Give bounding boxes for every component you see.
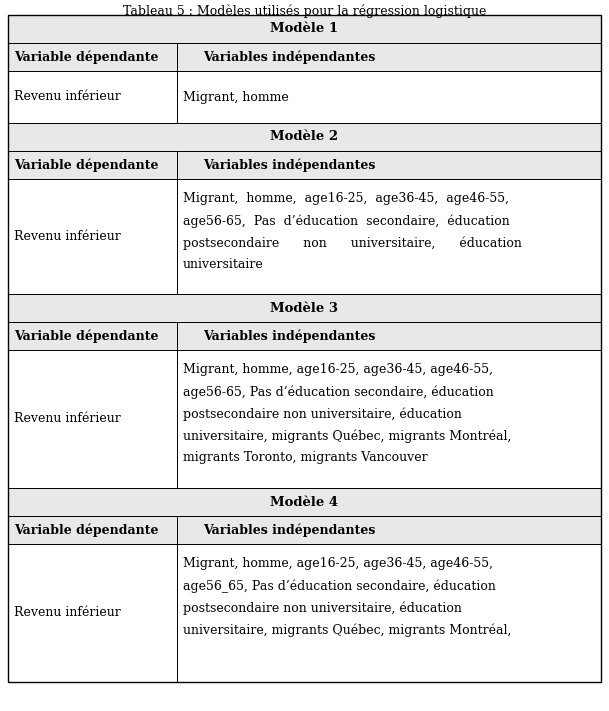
Text: age56-65,  Pas  d’éducation  secondaire,  éducation: age56-65, Pas d’éducation secondaire, éd…	[183, 214, 510, 228]
Bar	[8, 488, 601, 516]
Text: Modèle 3: Modèle 3	[270, 301, 339, 314]
Text: universitaire: universitaire	[183, 258, 264, 272]
Bar	[8, 151, 177, 179]
Text: universitaire, migrants Québec, migrants Montréal,: universitaire, migrants Québec, migrants…	[183, 624, 512, 637]
Bar	[8, 179, 177, 294]
Text: Variables indépendantes: Variables indépendantes	[203, 50, 376, 64]
Bar	[8, 322, 177, 350]
Text: postsecondaire      non      universitaire,      éducation: postsecondaire non universitaire, éducat…	[183, 236, 522, 250]
Bar	[177, 179, 601, 294]
Bar	[177, 43, 601, 71]
Bar	[8, 516, 177, 544]
Bar	[8, 123, 601, 151]
Text: Variables indépendantes: Variables indépendantes	[203, 159, 376, 172]
Text: Modèle 2: Modèle 2	[270, 131, 339, 144]
Bar	[177, 151, 601, 179]
Text: Variable dépendante: Variable dépendante	[14, 329, 158, 343]
Text: Revenu inférieur: Revenu inférieur	[14, 412, 121, 425]
Text: Modèle 4: Modèle 4	[270, 496, 339, 508]
Bar	[8, 71, 177, 123]
Bar	[177, 516, 601, 544]
Bar	[177, 544, 601, 682]
Text: Migrant, homme: Migrant, homme	[183, 90, 289, 104]
Text: Tableau 5 : Modèles utilisés pour la régression logistique: Tableau 5 : Modèles utilisés pour la rég…	[123, 5, 486, 18]
Text: Variables indépendantes: Variables indépendantes	[203, 329, 376, 343]
Bar	[8, 294, 601, 322]
Text: Variable dépendante: Variable dépendante	[14, 50, 158, 64]
Text: Migrant, homme, age16-25, age36-45, age46-55,: Migrant, homme, age16-25, age36-45, age4…	[183, 557, 493, 570]
Text: Revenu inférieur: Revenu inférieur	[14, 90, 121, 104]
Bar	[8, 350, 177, 488]
Text: Migrant, homme, age16-25, age36-45, age46-55,: Migrant, homme, age16-25, age36-45, age4…	[183, 363, 493, 376]
Bar	[8, 15, 601, 43]
Text: Variables indépendantes: Variables indépendantes	[203, 523, 376, 537]
Text: postsecondaire non universitaire, éducation: postsecondaire non universitaire, éducat…	[183, 407, 462, 421]
Text: migrants Toronto, migrants Vancouver: migrants Toronto, migrants Vancouver	[183, 451, 428, 464]
Text: postsecondaire non universitaire, éducation: postsecondaire non universitaire, éducat…	[183, 602, 462, 615]
Bar	[8, 544, 177, 682]
Bar	[177, 322, 601, 350]
Text: Variable dépendante: Variable dépendante	[14, 523, 158, 537]
Bar	[177, 350, 601, 488]
Text: universitaire, migrants Québec, migrants Montréal,: universitaire, migrants Québec, migrants…	[183, 429, 512, 443]
Text: age56_65, Pas d’éducation secondaire, éducation: age56_65, Pas d’éducation secondaire, éd…	[183, 579, 496, 593]
Bar	[177, 71, 601, 123]
Text: Modèle 1: Modèle 1	[270, 23, 339, 36]
Text: Revenu inférieur: Revenu inférieur	[14, 230, 121, 243]
Text: age56-65, Pas d’éducation secondaire, éducation: age56-65, Pas d’éducation secondaire, éd…	[183, 385, 494, 399]
Bar	[8, 43, 177, 71]
Text: Migrant,  homme,  age16-25,  age36-45,  age46-55,: Migrant, homme, age16-25, age36-45, age4…	[183, 192, 509, 205]
Text: Variable dépendante: Variable dépendante	[14, 159, 158, 172]
Text: Revenu inférieur: Revenu inférieur	[14, 606, 121, 619]
